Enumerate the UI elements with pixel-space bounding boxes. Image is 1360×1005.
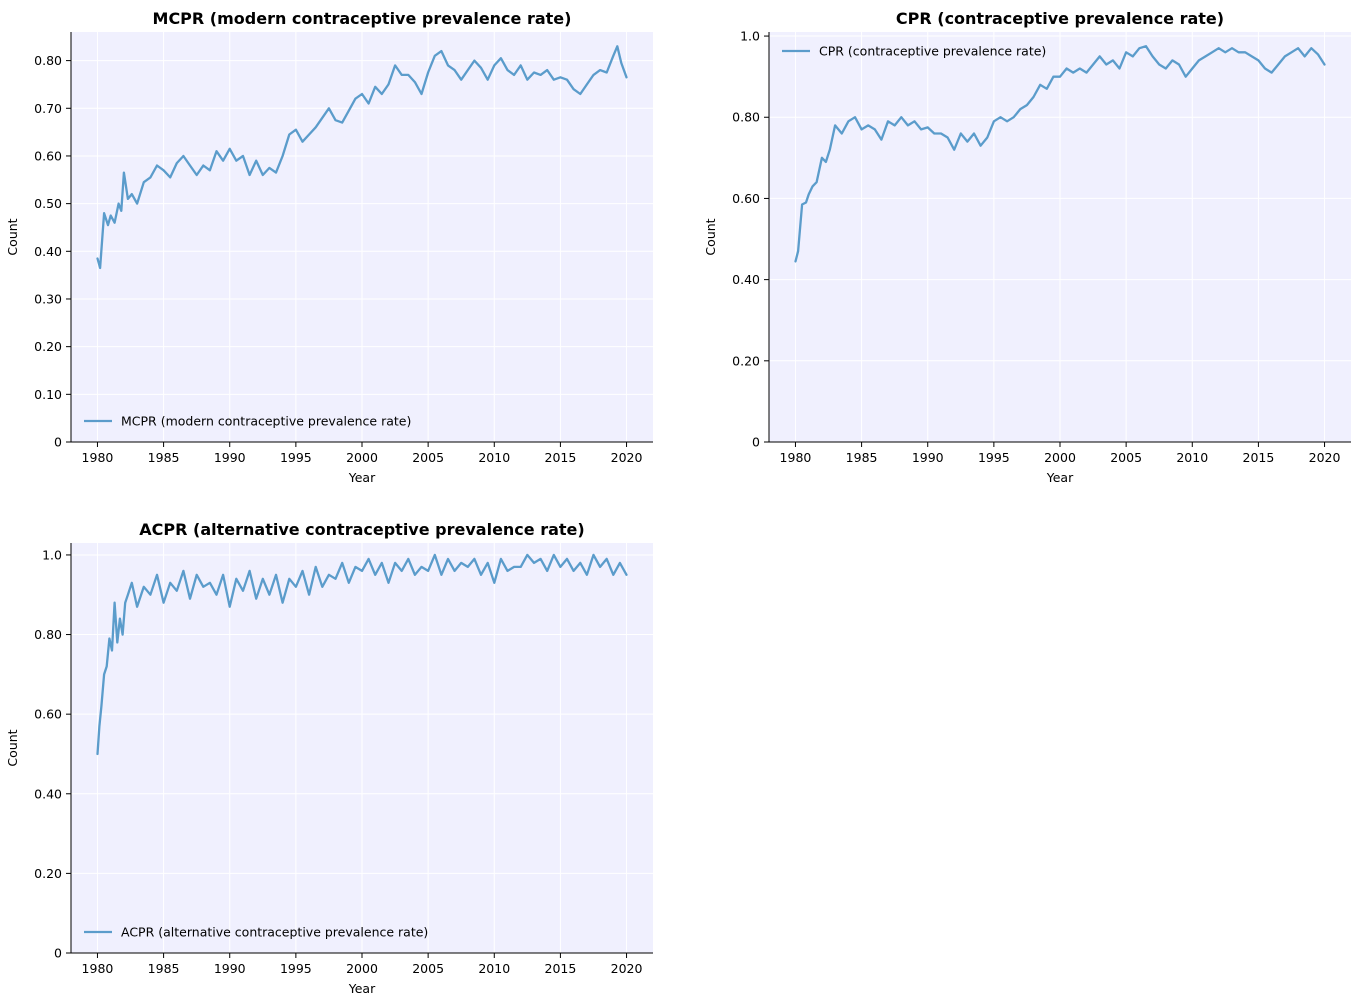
x-tick-label: 2000: [346, 450, 378, 465]
y-tick-label: 0.80: [34, 627, 62, 642]
x-tick-label: 1980: [82, 450, 114, 465]
x-axis-label: Year: [1046, 470, 1074, 485]
y-tick-label: 0.60: [34, 148, 62, 163]
x-tick-label: 2010: [478, 961, 510, 976]
x-axis-label: Year: [348, 981, 376, 996]
series-line-1: [96, 45, 628, 270]
x-tick-label: 2015: [545, 961, 577, 976]
x-tick-label: 1990: [214, 450, 246, 465]
x-tick-label: 2005: [1110, 450, 1142, 465]
y-tick-label: 1.0: [42, 547, 62, 562]
y-tick-label: 0.50: [34, 196, 62, 211]
legend-label: CPR (contraceptive prevalence rate): [819, 44, 1046, 59]
legend-label: MCPR (modern contraceptive prevalence ra…: [121, 414, 411, 429]
y-tick-label: 0: [752, 435, 760, 450]
chart-panel-2: 1980 1985 1990 1995 2000 2005 2010 2015 2020 0 0.2…: [703, 9, 1351, 485]
x-tick-label: 2010: [1176, 450, 1208, 465]
x-tick-label: 1995: [280, 961, 312, 976]
y-tick-label: 0.10: [34, 387, 62, 402]
x-tick-label: 1990: [912, 450, 944, 465]
x-tick-label: 1985: [148, 450, 180, 465]
y-tick-label: 0.60: [34, 707, 62, 722]
x-tick-label: 1990: [214, 961, 246, 976]
y-tick-label: 0.40: [732, 272, 760, 287]
x-tick-label: 1980: [780, 450, 812, 465]
series-line-1: [794, 45, 1326, 263]
x-tick-label: 1995: [978, 450, 1010, 465]
x-tick-label: 2010: [478, 450, 510, 465]
y-tick-label: 0.80: [732, 110, 760, 125]
x-tick-label: 2020: [611, 450, 643, 465]
chart-title: MCPR (modern contraceptive prevalence ra…: [153, 9, 572, 28]
x-tick-label: 2005: [412, 450, 444, 465]
x-tick-label: 2020: [1309, 450, 1341, 465]
x-tick-label: 1985: [846, 450, 878, 465]
y-tick-label: 0.20: [34, 339, 62, 354]
y-tick-label: 0.40: [34, 786, 62, 801]
y-tick-label: 0.20: [34, 866, 62, 881]
y-tick-label: 0.80: [34, 53, 62, 68]
x-tick-label: 2005: [412, 961, 444, 976]
y-tick-label: 0: [54, 946, 62, 961]
y-tick-label: 0.40: [34, 244, 62, 259]
chart-panel-3: 1980 1985 1990 1995 2000 2005 2010 2015 2020 0 0.2…: [5, 520, 653, 996]
y-tick-label: 1.0: [740, 29, 760, 44]
y-tick-label: 0.60: [732, 191, 760, 206]
chart-title: CPR (contraceptive prevalence rate): [896, 9, 1224, 28]
series-line-1: [96, 553, 628, 756]
x-tick-label: 2015: [1243, 450, 1275, 465]
x-tick-label: 1985: [148, 961, 180, 976]
x-tick-label: 1995: [280, 450, 312, 465]
y-tick-label: 0.70: [34, 101, 62, 116]
x-axis-label: Year: [348, 470, 376, 485]
legend-label: ACPR (alternative contraceptive prevalen…: [121, 925, 428, 940]
x-tick-label: 2015: [545, 450, 577, 465]
x-tick-label: 2000: [1044, 450, 1076, 465]
x-tick-label: 2000: [346, 961, 378, 976]
y-tick-label: 0.20: [732, 353, 760, 368]
chart-title: ACPR (alternative contraceptive prevalen…: [139, 520, 584, 539]
y-tick-label: 0.30: [34, 291, 62, 306]
x-tick-label: 1980: [82, 961, 114, 976]
y-axis-label: Count: [5, 218, 20, 255]
x-tick-label: 2020: [611, 961, 643, 976]
chart-panel-1: 1980 1985 1990 1995 2000 2005 2010 2015 2020 0 0.1…: [5, 9, 653, 485]
y-tick-label: 0: [54, 435, 62, 450]
y-axis-label: Count: [703, 218, 718, 255]
y-axis-label: Count: [5, 729, 20, 766]
